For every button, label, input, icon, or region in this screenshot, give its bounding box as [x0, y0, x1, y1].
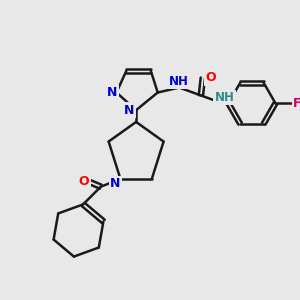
Text: N: N [124, 104, 134, 117]
Text: N: N [107, 86, 118, 99]
Text: N: N [110, 177, 121, 190]
Text: F: F [293, 97, 300, 110]
Text: NH: NH [169, 75, 189, 88]
Text: O: O [206, 71, 216, 84]
Text: O: O [79, 175, 89, 188]
Text: NH: NH [214, 91, 234, 104]
